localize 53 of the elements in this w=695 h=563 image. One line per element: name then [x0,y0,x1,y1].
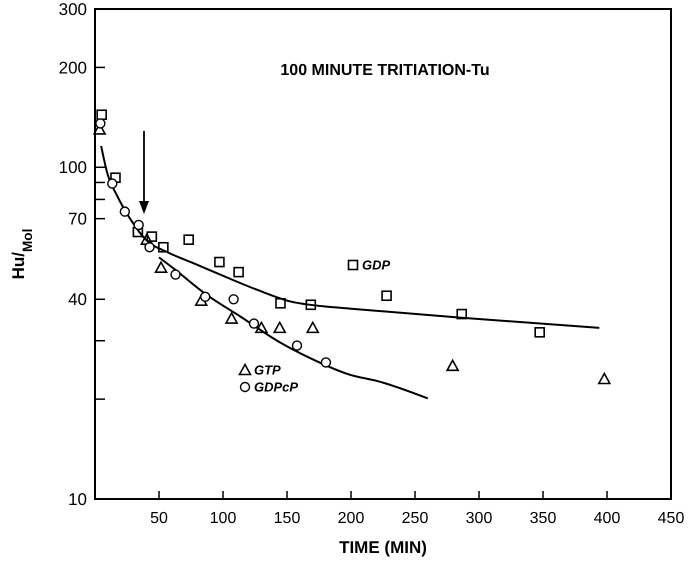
point [194,294,208,306]
point [133,220,144,230]
point [446,360,459,372]
point [144,242,155,252]
legend-label: GDPcP [254,380,298,395]
y-tick-label: 100 [58,158,87,178]
point [381,290,392,302]
point [534,327,545,338]
point [228,294,239,304]
y-tick-label: 200 [58,58,87,78]
point [320,357,332,368]
point [107,178,118,189]
x-tick-label: 350 [530,510,556,527]
point [154,261,168,274]
x-tick-label: 400 [594,510,620,527]
point [95,118,106,129]
x-tick-label: 150 [274,510,300,527]
point [140,233,154,245]
y-tick-label: 300 [58,0,87,19]
point [275,298,286,309]
point [306,299,316,310]
point [146,231,158,242]
y-tick-label: 10 [68,490,87,509]
x-tick-label: 100 [210,510,236,527]
x-tick-label: 200 [338,510,364,527]
x-tick-label: 450 [658,510,684,527]
text: 100 MINUTE TRITIATION-Tu [280,62,490,79]
point [598,372,611,384]
x-axis-title: TIME (MIN) [339,538,427,557]
point [120,206,130,217]
point [158,242,169,253]
point [183,234,194,245]
point [273,322,286,334]
point [248,318,260,329]
point [214,256,225,268]
x-tick-label: 300 [466,510,492,527]
legend-label: GDP [362,258,390,273]
point [225,312,238,324]
point [456,308,468,320]
point [292,340,302,351]
point [255,322,268,334]
point [132,226,144,238]
x-tick-label: 250 [402,510,428,527]
y-tick-label: 40 [68,290,87,310]
point [110,172,121,184]
point [233,266,244,278]
point [170,269,181,280]
y-tick-label: 70 [68,210,87,229]
line-series [158,256,429,400]
point [96,109,107,120]
x-tick-label: 50 [150,510,168,527]
legend-label: GTP [254,362,282,378]
point [306,322,320,334]
